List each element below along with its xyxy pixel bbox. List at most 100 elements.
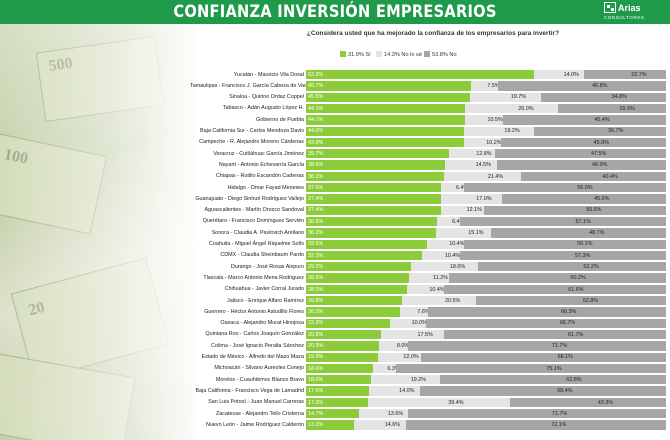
bar-segment-nose <box>353 420 407 430</box>
bar-segment-nose <box>533 70 585 80</box>
data-label-no: 66.7% <box>559 320 576 327</box>
bar-segment-nose <box>440 205 485 215</box>
bar-segment-nose <box>422 250 460 261</box>
category-label: Tabasco - Adán Augusto López H. <box>222 105 304 112</box>
bar-segment-no <box>533 126 666 136</box>
category-label: Morelos - Cuauhtémoc Blanco Bravo <box>215 376 304 383</box>
logo-subtitle: CONSULTORES <box>604 15 645 20</box>
bar-segment-nose <box>443 171 521 182</box>
category-label: Chihuahua - Javier Corral Jurado <box>224 286 304 293</box>
data-label-no: 57.1% <box>575 218 591 225</box>
bar-segment-si <box>306 160 445 170</box>
data-label-nose: 14.0% <box>399 388 415 395</box>
bar-segment-nose <box>441 183 465 193</box>
data-label-nose: 39.4% <box>448 399 464 406</box>
chart-question: ¿Considera usted que ha mejorado la conf… <box>306 30 560 37</box>
data-label-nose: 18.6% <box>449 263 466 270</box>
category-label: Oaxaca - Alejandro Murat Hinojosa <box>220 320 304 327</box>
bar-segment-no <box>407 409 666 419</box>
banknote-value: 20 <box>26 298 47 320</box>
bar-segment-si <box>306 329 381 340</box>
bar-segment-nose <box>372 363 396 374</box>
banknote-image: 20 <box>10 257 170 381</box>
data-label-si: 38.6% <box>308 162 324 169</box>
bar-segment-si <box>306 239 427 249</box>
bar-segment-nose <box>400 307 428 317</box>
bar-segment-nose <box>426 239 465 249</box>
bar-segment-no <box>584 70 666 80</box>
data-label-si: 36.5% <box>308 218 324 225</box>
category-label: Sonora - Claudia A. Pavlovich Arellano <box>211 229 304 236</box>
data-label-no: 61.6% <box>568 286 584 293</box>
data-label-si: 17.3% <box>308 399 324 406</box>
data-label-si: 13.3% <box>308 422 324 429</box>
data-label-no: 45.9% <box>593 139 609 146</box>
bar-segment-no <box>444 284 666 295</box>
data-label-nose: 7.6% <box>417 309 430 316</box>
data-label-no: 46.9% <box>592 162 608 169</box>
category-label: Sinaloa - Quirino Ordaz Coppel <box>229 94 304 101</box>
data-label-nose: 12.8% <box>476 150 492 157</box>
data-label-nose: 10.4% <box>444 252 461 259</box>
bar-segment-nose <box>369 386 420 396</box>
bar-segment-no <box>497 160 666 170</box>
data-label-si: 20.8% <box>308 331 324 338</box>
data-label-no: 60.2% <box>570 275 586 282</box>
bar-segment-si <box>306 341 380 351</box>
legend-swatch-si <box>340 51 346 57</box>
brand-logo: Arias CONSULTORES <box>602 1 654 23</box>
data-label-no: 66.3% <box>560 309 577 316</box>
bar-segment-si <box>306 397 369 408</box>
data-label-no: 29.9% <box>619 105 635 112</box>
category-label: Yucatán - Mauricio Vila Dosal <box>233 71 304 78</box>
data-label-si: 19.9% <box>308 354 324 361</box>
bar-segment-nose <box>380 329 444 340</box>
data-label-si: 17.6% <box>308 388 324 395</box>
bar-segment-nose <box>406 284 445 295</box>
bar-segment-no <box>501 194 666 204</box>
category-label: Campeche - R. Alejandro Moreno Cárdenas <box>199 139 304 146</box>
legend-label: 31.9% Sí <box>348 52 371 58</box>
data-label-si: 26.2% <box>308 309 324 316</box>
banknote-image: 500 <box>35 35 165 123</box>
bar-segment-no <box>478 262 666 272</box>
category-label: Gobierno de Puebla <box>256 116 304 123</box>
data-label-nose: 11.2% <box>433 275 449 282</box>
bar-segment-si <box>306 420 354 430</box>
bar-segment-si <box>306 363 373 374</box>
bar-segment-no <box>490 228 666 238</box>
category-label: Hidalgo - Omar Fayad Meneses <box>227 184 304 191</box>
data-label-si: 23.3% <box>308 320 324 327</box>
data-label-si: 28.0% <box>308 286 324 293</box>
data-label-si: 36.2% <box>308 230 324 236</box>
bar-segment-si <box>306 318 390 328</box>
legend-swatch-no-lo-se <box>376 51 382 57</box>
data-label-nose: 7.5% <box>487 83 500 90</box>
bar-segment-nose <box>437 216 461 227</box>
logo-mark-icon <box>604 2 616 13</box>
legend-swatch-no <box>424 51 430 57</box>
bar-segment-no <box>510 397 666 408</box>
bar-segment-nose <box>464 126 534 136</box>
bar-segment-no <box>425 318 666 328</box>
legend-item-no-lo-se: 14.3% No lo sé <box>376 51 422 58</box>
data-label-no: 46.8% <box>592 83 608 90</box>
data-label-no: 47.5% <box>591 150 607 157</box>
banknote-image <box>0 351 136 440</box>
data-label-si: 18.6% <box>308 365 324 372</box>
data-label-nose: 6.4% <box>456 184 469 191</box>
bar-segment-si <box>306 228 437 238</box>
money-background-image: 500 100 20 <box>0 24 196 440</box>
bar-segment-nose <box>368 397 511 408</box>
bar-segment-nose <box>464 137 501 148</box>
bar-segment-no <box>497 81 666 91</box>
bar-segment-no <box>420 352 666 362</box>
bar-segment-no <box>502 115 666 125</box>
category-label: Veracruz - Cuitláhuac García Jiménez <box>213 150 304 157</box>
bar-segment-no <box>439 375 666 385</box>
data-label-no: 48.7% <box>589 230 605 236</box>
bar-segment-si <box>306 171 444 182</box>
bar-segment-nose <box>469 92 541 102</box>
category-label: Guanajuato - Diego Sinhué Rodríguez Vall… <box>195 195 304 202</box>
bar-segment-nose <box>470 81 498 91</box>
